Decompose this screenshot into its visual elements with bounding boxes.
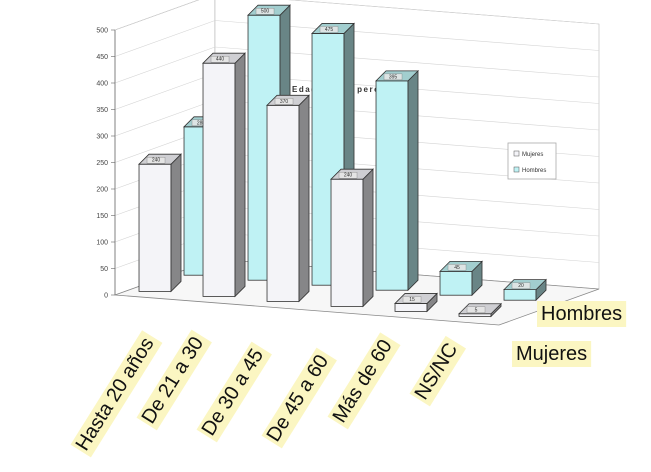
- legend: Mujeres Hombres: [507, 142, 557, 180]
- gridline: [114, 46, 600, 84]
- svg-text:395: 395: [389, 74, 398, 80]
- data-label: 370: [274, 98, 294, 105]
- data-label: 5: [466, 306, 486, 313]
- svg-text:De 30 a 45: De 30 a 45: [198, 345, 269, 440]
- data-label: 15: [402, 296, 422, 303]
- series-axis-label-mujeres: Mujeres: [512, 341, 592, 367]
- y-tick-label: 150: [96, 213, 108, 220]
- data-label: 240: [146, 156, 166, 164]
- category-label-hasta-20-anos: Hasta 20 años: [70, 330, 163, 458]
- svg-text:15: 15: [409, 297, 415, 303]
- bar-mujeres-ns-nc: 5: [458, 302, 502, 318]
- legend-label-hombres: Hombres: [522, 168, 546, 174]
- svg-text:240: 240: [344, 173, 353, 179]
- bar-hombres-de-45-a-60: 395: [375, 69, 419, 292]
- y-tick-label: 350: [96, 107, 108, 114]
- bar-front-face: [375, 80, 409, 291]
- legend-swatch-hombres: [513, 166, 520, 173]
- data-label: 20: [511, 282, 531, 289]
- svg-text:Más de 60: Más de 60: [329, 336, 397, 427]
- svg-text:280: 280: [197, 120, 206, 126]
- bar-side-face: [407, 69, 419, 292]
- gridline: [114, 0, 600, 31]
- svg-text:240: 240: [152, 158, 161, 164]
- bar-mujeres-mas-de-60: 15: [394, 292, 438, 313]
- svg-text:Mujeres: Mujeres: [516, 343, 587, 365]
- bar-hombres-mas-de-60: 45: [439, 260, 483, 297]
- bar-side-face: [170, 153, 182, 293]
- y-tick-label: 450: [96, 54, 108, 61]
- data-label: 500: [255, 7, 275, 15]
- bar-front-face: [439, 270, 473, 296]
- bar-side-face: [298, 94, 310, 303]
- svg-text:20: 20: [518, 283, 524, 289]
- bar-mujeres-de-45-a-60: 240: [330, 168, 374, 308]
- bars: 280 500 475 395 45 20 240 440 370 240 15 5: [138, 4, 547, 318]
- category-label-de-45-a-60: De 45 a 60: [261, 347, 337, 449]
- bar-side-face: [234, 52, 246, 298]
- svg-text:De 45 a 60: De 45 a 60: [263, 351, 334, 446]
- svg-text:500: 500: [261, 9, 270, 15]
- svg-text:Hombres: Hombres: [541, 303, 622, 325]
- bar-hombres-ns-nc: 20: [503, 278, 547, 302]
- y-tick-label: 100: [96, 240, 108, 247]
- category-label-mas-de-60: Más de 60: [327, 332, 401, 430]
- data-label: 475: [319, 26, 339, 33]
- y-tick-label: 250: [96, 160, 108, 167]
- bar-front-face: [330, 178, 364, 307]
- y-tick-label: 300: [96, 134, 108, 141]
- y-tick-label: 50: [100, 266, 108, 273]
- svg-text:Hasta 20 años: Hasta 20 años: [72, 334, 159, 455]
- legend-swatch-mujeres: [513, 150, 520, 157]
- svg-text:370: 370: [280, 99, 289, 105]
- svg-text:475: 475: [325, 27, 334, 33]
- y-tick-label: 200: [96, 187, 108, 194]
- bar-mujeres-de-30-a-45: 370: [266, 94, 310, 303]
- bar-front-face: [202, 62, 236, 297]
- data-label: 240: [338, 171, 358, 179]
- bar-front-face: [266, 104, 300, 302]
- svg-text:5: 5: [475, 307, 478, 313]
- bar-side-face: [362, 168, 374, 308]
- bar-mujeres-de-21-a-30: 440: [202, 52, 246, 298]
- bar-front-face: [503, 289, 537, 301]
- svg-text:45: 45: [454, 265, 460, 271]
- y-tick-label: 0: [104, 293, 108, 300]
- bar-hombres-de-30-a-45: 475: [311, 22, 355, 287]
- data-label: 395: [383, 73, 403, 80]
- y-tick-label: 500: [96, 28, 108, 35]
- bar-front-face: [138, 163, 172, 292]
- series-axis-labels: Hombres Mujeres: [512, 301, 627, 367]
- data-label: 440: [210, 56, 230, 63]
- bar-mujeres-hasta-20-anos: 240: [138, 153, 182, 293]
- category-label-de-30-a-45: De 30 a 45: [196, 341, 272, 443]
- series-axis-label-hombres: Hombres: [537, 301, 627, 327]
- category-label-ns-nc: NS/NC: [409, 335, 467, 407]
- legend-label-mujeres: Mujeres: [522, 152, 543, 158]
- svg-text:440: 440: [216, 57, 225, 63]
- bar-front-face: [394, 303, 428, 312]
- gridline: [114, 20, 600, 57]
- legend-box: [507, 142, 557, 180]
- y-tick-label: 400: [96, 81, 108, 88]
- data-label: 45: [447, 264, 467, 271]
